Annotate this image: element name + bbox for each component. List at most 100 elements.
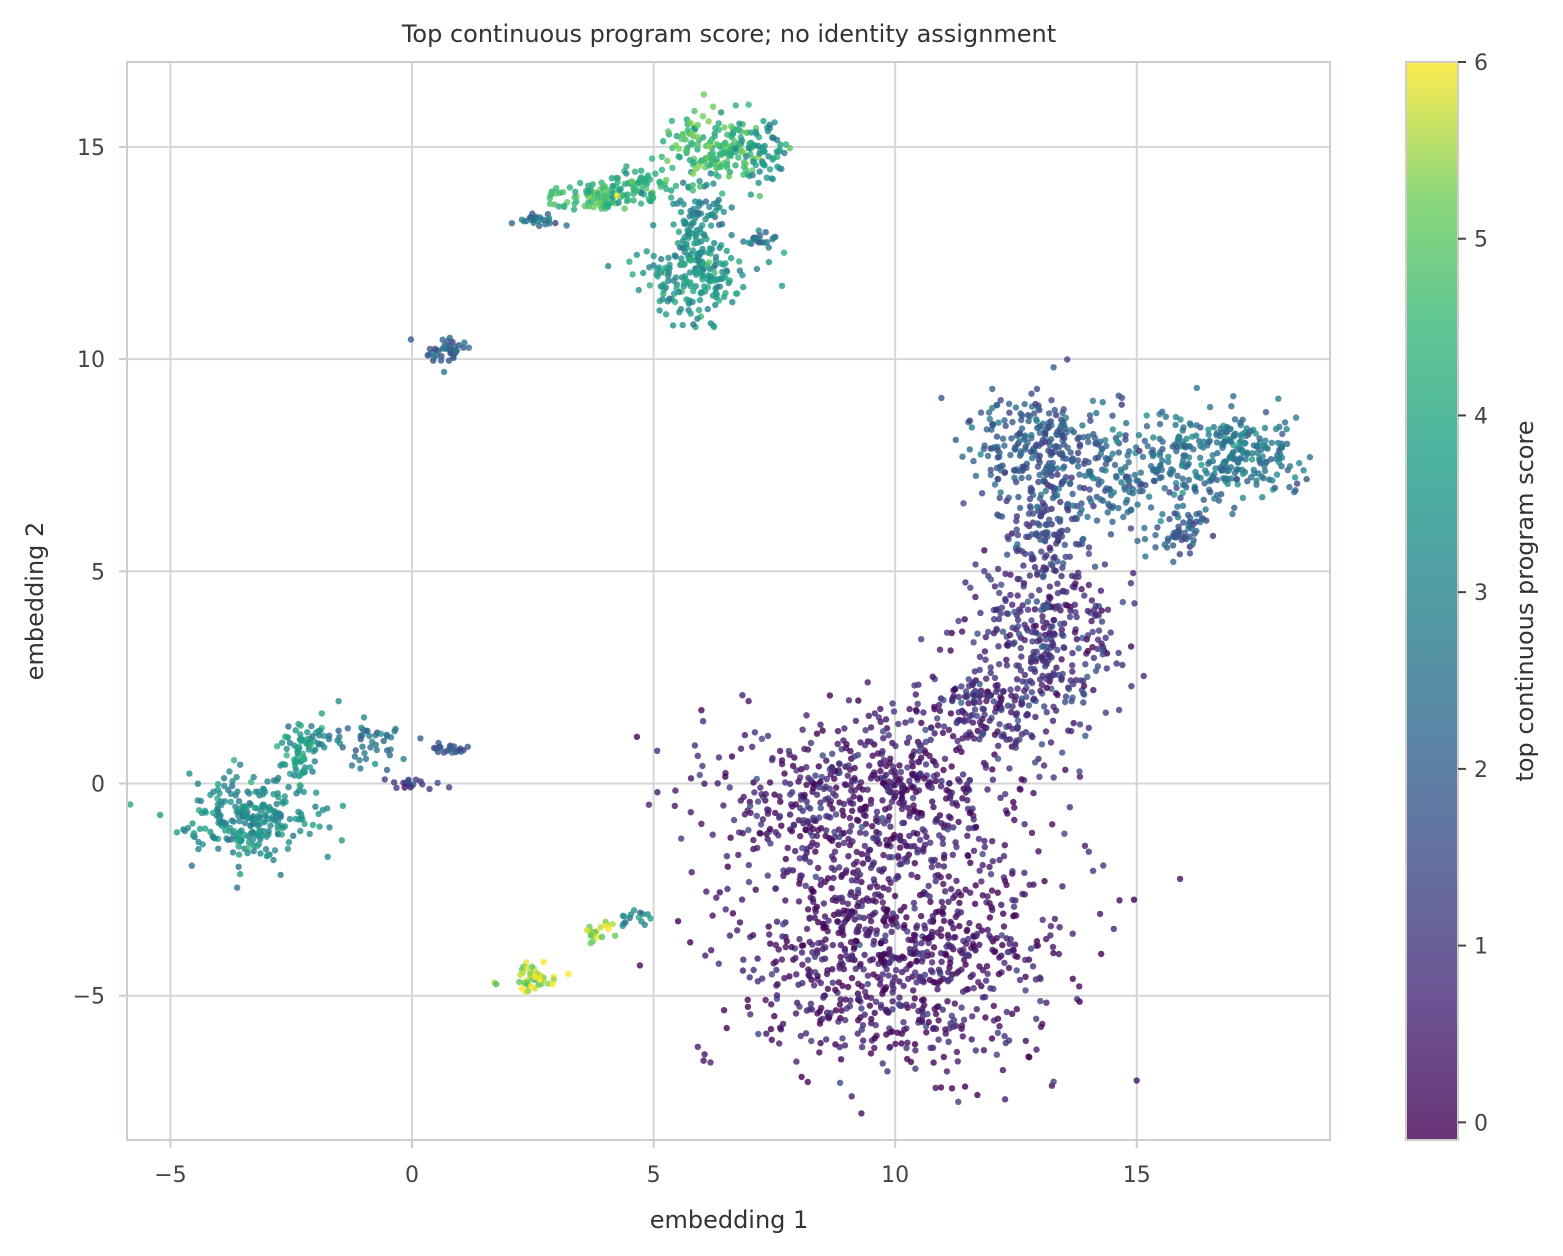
scatter-point: [698, 238, 705, 245]
scatter-point: [855, 980, 862, 987]
scatter-point: [1043, 709, 1050, 716]
scatter-point: [976, 666, 983, 674]
scatter-point: [921, 925, 929, 932]
scatter-point: [896, 762, 903, 769]
scatter-point: [892, 1040, 899, 1048]
scatter-point: [867, 918, 875, 925]
scatter-point: [127, 801, 134, 808]
scatter-point: [723, 1024, 730, 1032]
scatter-point: [749, 167, 756, 174]
scatter-point: [937, 1084, 945, 1091]
scatter-point: [1009, 601, 1016, 608]
scatter-point: [553, 185, 560, 192]
scatter-point: [927, 839, 934, 846]
scatter-point: [283, 745, 290, 753]
scatter-point: [1191, 530, 1198, 537]
scatter-point: [1085, 459, 1092, 466]
scatter-point: [899, 819, 906, 827]
scatter-point: [839, 807, 846, 814]
scatter-point: [837, 941, 844, 949]
scatter-point: [1205, 431, 1212, 438]
scatter-point: [291, 760, 298, 767]
scatter-point: [282, 761, 289, 768]
scatter-point: [689, 298, 696, 305]
scatter-point: [687, 139, 695, 147]
scatter-point: [275, 774, 282, 782]
scatter-point: [1000, 687, 1007, 695]
scatter-point: [286, 739, 294, 747]
scatter-point: [1018, 416, 1025, 424]
scatter-point: [1000, 874, 1008, 881]
scatter-point: [905, 975, 912, 983]
scatter-point: [1276, 455, 1283, 462]
scatter-point: [1084, 647, 1092, 655]
scatter-point: [948, 1012, 955, 1019]
scatter-point: [854, 886, 862, 893]
scatter-point: [281, 793, 288, 800]
scatter-point: [960, 1016, 968, 1023]
scatter-point: [856, 914, 863, 921]
scatter-point: [889, 915, 896, 922]
scatter-point: [895, 834, 903, 842]
scatter-point: [1049, 639, 1056, 647]
scatter-point: [840, 931, 847, 939]
scatter-point: [1029, 638, 1036, 645]
scatter-point: [297, 815, 305, 822]
scatter-point: [852, 893, 859, 901]
scatter-point: [782, 943, 789, 951]
scatter-point: [980, 1047, 988, 1054]
scatter-point: [1125, 448, 1133, 455]
scatter-point: [628, 178, 636, 185]
scatter-point: [970, 816, 977, 823]
scatter-point: [380, 737, 387, 745]
scatter-point: [976, 680, 983, 688]
scatter-point: [928, 863, 935, 871]
scatter-point: [373, 746, 380, 754]
scatter-point: [621, 180, 628, 188]
scatter-point: [870, 876, 878, 883]
scatter-point: [772, 829, 779, 836]
scatter-point: [735, 154, 742, 161]
scatter-point: [996, 856, 1003, 864]
scatter-point: [914, 830, 921, 837]
scatter-point: [706, 162, 713, 169]
scatter-point: [753, 775, 760, 783]
scatter-point: [987, 664, 994, 671]
scatter-point: [766, 121, 773, 128]
scatter-point: [700, 1057, 707, 1064]
scatter-point: [921, 747, 928, 754]
scatter-point: [1224, 480, 1231, 488]
scatter-point: [829, 979, 836, 986]
scatter-point: [609, 920, 616, 928]
scatter-point: [1053, 540, 1060, 547]
scatter-point: [987, 471, 994, 479]
scatter-point: [1198, 515, 1205, 523]
scatter-point: [858, 1026, 865, 1033]
scatter-point: [1139, 453, 1147, 460]
scatter-point: [1061, 477, 1068, 484]
scatter-point: [823, 775, 830, 783]
scatter-point: [792, 1010, 800, 1017]
scatter-point: [1041, 502, 1048, 509]
scatter-point: [447, 742, 454, 749]
colorbar-frame: [1405, 61, 1459, 1141]
scatter-point: [815, 763, 822, 770]
scatter-point: [1091, 563, 1099, 570]
scatter-point: [755, 227, 762, 234]
scatter-point: [236, 828, 243, 836]
scatter-point: [903, 1044, 910, 1052]
scatter-point: [1033, 598, 1041, 605]
scatter-point: [892, 966, 900, 974]
scatter-point: [940, 723, 948, 730]
scatter-point: [994, 889, 1001, 896]
scatter-point: [383, 766, 391, 774]
scatter-point: [979, 715, 986, 723]
scatter-point: [226, 824, 234, 832]
plot-frame: [126, 61, 1331, 1141]
scatter-point: [440, 368, 448, 376]
scatter-point: [994, 755, 1002, 762]
scatter-point: [1043, 521, 1051, 529]
scatter-point: [918, 719, 925, 727]
scatter-point: [1047, 932, 1054, 939]
